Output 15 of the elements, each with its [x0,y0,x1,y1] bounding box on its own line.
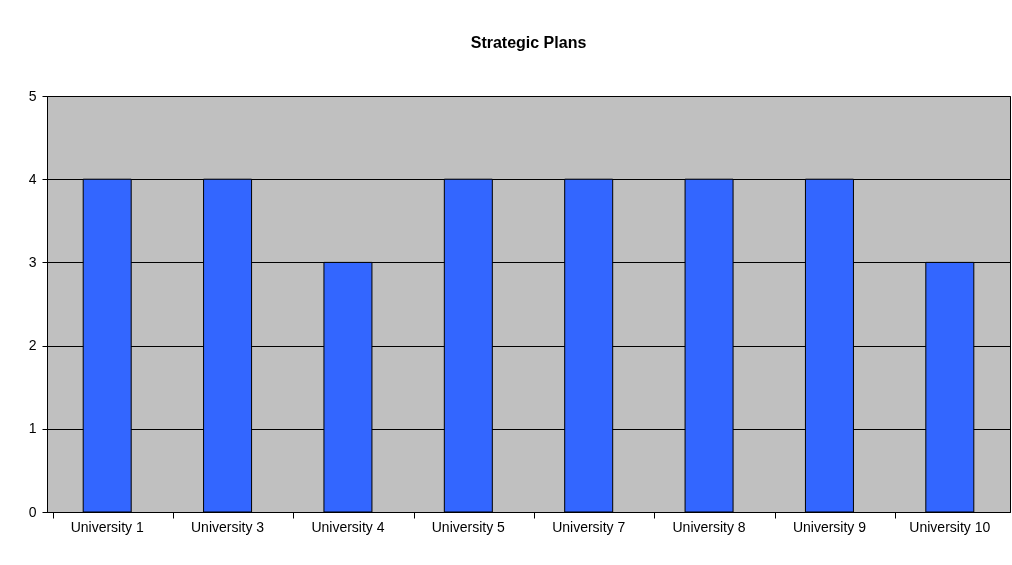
y-tick-label: 4 [28,170,37,187]
x-tick-label: University 7 [552,518,626,535]
y-tick-label: 0 [28,503,37,520]
x-tick-label: University 3 [190,518,265,535]
chart-title: Strategic Plans [470,34,587,51]
x-tick-label: University 9 [792,518,867,535]
x-tick-label: University 10 [909,518,991,535]
x-tick-label: University 8 [672,518,746,535]
x-tick-label: University 1 [70,518,144,535]
y-tick-label: 3 [28,253,37,270]
y-tick-label: 1 [28,420,37,437]
x-tick-label: University 5 [431,518,506,535]
y-tick-label: 5 [28,87,37,104]
y-tick-label: 2 [28,337,37,354]
x-tick-label: University 4 [311,518,385,535]
